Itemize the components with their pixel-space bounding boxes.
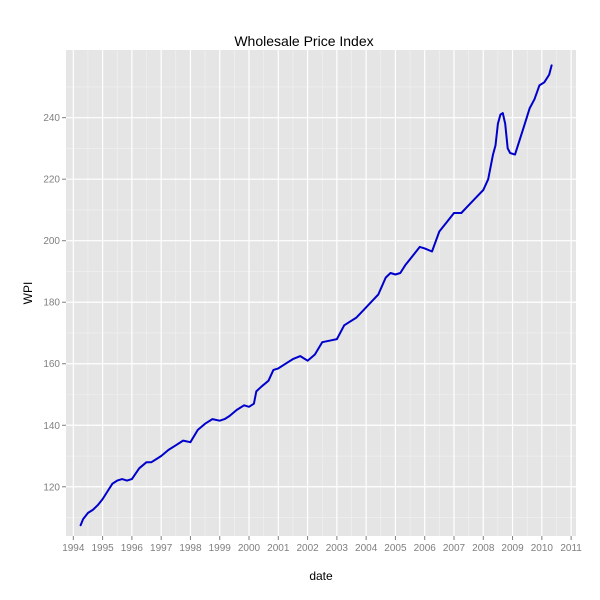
x-tick-label: 2000 [238, 543, 261, 554]
y-tick-label: 200 [43, 236, 60, 247]
x-tick-label: 2003 [326, 543, 349, 554]
y-axis-title: WPI [21, 282, 35, 305]
y-tick-label: 180 [43, 298, 60, 309]
y-tick-labels: 120 140 160 180 200 220 240 [43, 113, 60, 493]
x-tick-label: 2005 [384, 543, 407, 554]
axis-ticks [62, 117, 572, 540]
y-tick-label: 140 [43, 421, 60, 432]
x-tick-label: 2008 [472, 543, 495, 554]
major-grid [66, 50, 576, 536]
series-line-wpi [79, 64, 553, 527]
chart-title: Wholesale Price Index [234, 33, 373, 49]
x-tick-label: 2007 [443, 543, 466, 554]
x-tick-labels: 1994 1995 1996 1997 1998 1999 2000 2001 2002 2003… [62, 543, 582, 554]
y-tick-label: 120 [43, 482, 60, 493]
plot-panel [66, 50, 576, 536]
x-tick-label: 2006 [414, 543, 437, 554]
x-tick-label: 2001 [267, 543, 290, 554]
y-tick-label: 240 [43, 113, 60, 124]
x-tick-label: 2004 [355, 543, 378, 554]
x-tick-label: 1997 [150, 543, 173, 554]
x-tick-label: 2002 [296, 543, 319, 554]
x-tick-label: 1999 [209, 543, 232, 554]
x-tick-label: 1994 [62, 543, 85, 554]
minor-grid [66, 50, 576, 536]
x-tick-label: 1996 [121, 543, 144, 554]
x-tick-label: 2011 [560, 543, 582, 554]
x-tick-label: 2010 [531, 543, 554, 554]
x-tick-label: 2009 [501, 543, 524, 554]
x-axis-title: date [309, 569, 333, 583]
x-tick-label: 1998 [179, 543, 202, 554]
y-tick-label: 220 [43, 175, 60, 186]
x-tick-label: 1995 [91, 543, 114, 554]
y-tick-label: 160 [43, 359, 60, 370]
